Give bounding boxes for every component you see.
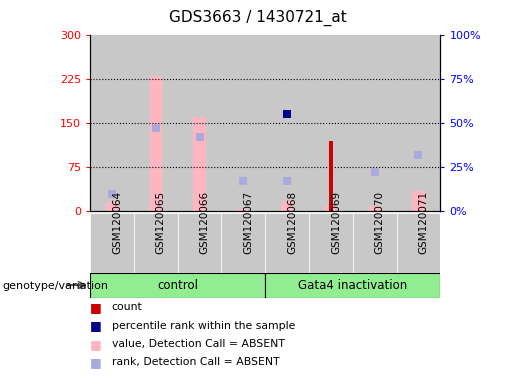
Text: ■: ■ (90, 301, 102, 314)
Bar (353, 213, 397, 273)
Text: percentile rank within the sample: percentile rank within the sample (112, 321, 295, 331)
Text: ■: ■ (90, 338, 102, 351)
Text: GSM120071: GSM120071 (418, 190, 428, 253)
Bar (369, 207, 381, 211)
Bar (309, 35, 353, 211)
Bar (221, 213, 265, 273)
Bar (106, 202, 118, 211)
Bar (397, 35, 440, 211)
Bar (265, 213, 309, 273)
Bar (413, 190, 424, 211)
Text: control: control (157, 279, 198, 291)
Text: GDS3663 / 1430721_at: GDS3663 / 1430721_at (168, 10, 347, 26)
Bar (134, 213, 178, 273)
Text: GSM120066: GSM120066 (200, 190, 210, 253)
Text: GSM120065: GSM120065 (156, 190, 166, 253)
Bar (309, 213, 353, 273)
Bar (329, 141, 333, 211)
Bar (150, 76, 162, 211)
Text: GSM120067: GSM120067 (243, 190, 253, 253)
Text: ■: ■ (90, 319, 102, 332)
Text: Gata4 inactivation: Gata4 inactivation (298, 279, 407, 291)
Text: GSM120069: GSM120069 (331, 190, 341, 253)
Text: genotype/variation: genotype/variation (3, 281, 109, 291)
Text: GSM120068: GSM120068 (287, 190, 297, 253)
Bar (353, 35, 397, 211)
Bar (134, 35, 178, 211)
Text: rank, Detection Call = ABSENT: rank, Detection Call = ABSENT (112, 358, 279, 367)
Bar (90, 213, 134, 273)
Text: GSM120070: GSM120070 (374, 190, 385, 253)
Text: ■: ■ (90, 356, 102, 369)
Bar (281, 200, 293, 211)
Bar (90, 35, 134, 211)
Text: count: count (112, 302, 143, 312)
Bar (194, 117, 205, 211)
Bar (397, 213, 440, 273)
Bar (265, 273, 440, 298)
Bar (325, 207, 337, 211)
Bar (178, 213, 221, 273)
Text: value, Detection Call = ABSENT: value, Detection Call = ABSENT (112, 339, 285, 349)
Text: GSM120064: GSM120064 (112, 190, 122, 253)
Bar (178, 35, 221, 211)
Bar (237, 209, 249, 211)
Bar (265, 35, 309, 211)
Bar (90, 273, 265, 298)
Bar (221, 35, 265, 211)
